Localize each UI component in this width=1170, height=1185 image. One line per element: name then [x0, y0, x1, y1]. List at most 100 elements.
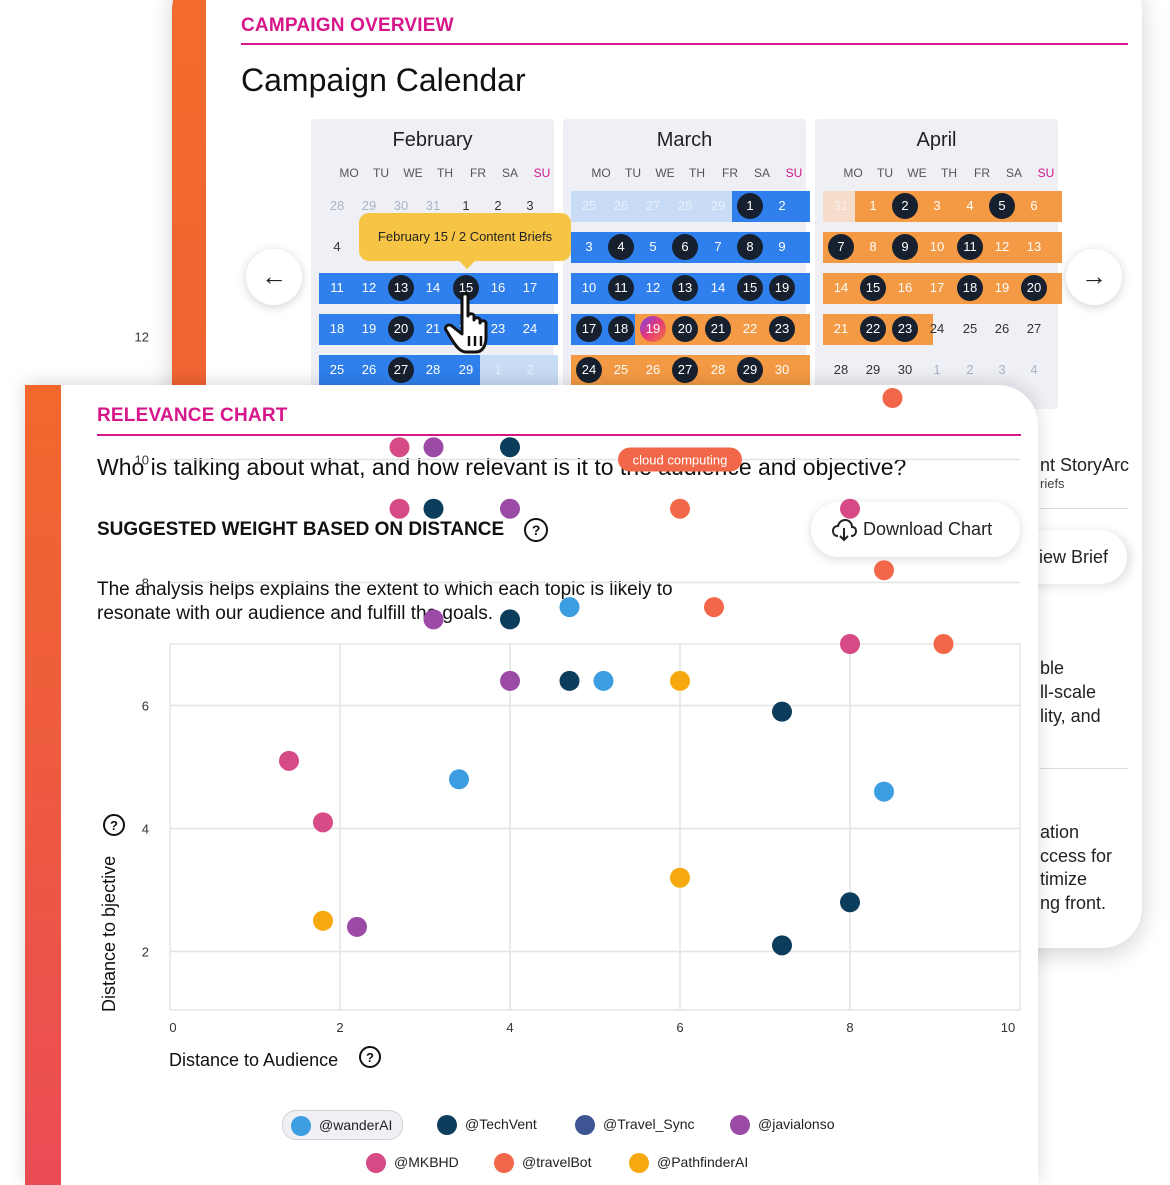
calendar-day[interactable]: 26: [645, 362, 661, 377]
calendar-day[interactable]: 28: [710, 362, 726, 377]
calendar-day[interactable]: 14: [425, 280, 441, 295]
calendar-day[interactable]: 9: [892, 234, 918, 260]
calendar-day[interactable]: 28: [833, 362, 849, 377]
calendar-day[interactable]: 31: [833, 198, 849, 213]
calendar-day[interactable]: 11: [957, 234, 983, 260]
calendar-day[interactable]: 9: [778, 239, 786, 254]
calendar-day[interactable]: 27: [388, 357, 414, 383]
calendar-day[interactable]: 21: [705, 316, 731, 342]
calendar-day[interactable]: 15: [737, 275, 763, 301]
calendar-day[interactable]: 25: [613, 362, 629, 377]
calendar-day[interactable]: 30: [774, 362, 790, 377]
calendar-day[interactable]: 11: [330, 280, 344, 295]
calendar-day[interactable]: 26: [361, 362, 377, 377]
calendar-day[interactable]: 1: [494, 362, 502, 377]
calendar-day[interactable]: 15: [453, 275, 479, 301]
calendar-day[interactable]: 17: [929, 280, 945, 295]
calendar-day[interactable]: 20: [672, 316, 698, 342]
calendar-day[interactable]: 5: [989, 193, 1015, 219]
calendar-day[interactable]: 14: [833, 280, 849, 295]
calendar-day[interactable]: 1: [462, 198, 470, 213]
calendar-day[interactable]: 23: [769, 316, 795, 342]
calendar-day[interactable]: 7: [714, 239, 722, 254]
calendar-day[interactable]: 3: [933, 198, 941, 213]
calendar-day[interactable]: 29: [458, 362, 474, 377]
calendar-day[interactable]: 3: [585, 239, 593, 254]
calendar-day[interactable]: 24: [576, 357, 602, 383]
calendar-day[interactable]: 27: [645, 198, 661, 213]
calendar-day[interactable]: 1: [737, 193, 763, 219]
calendar-day[interactable]: 10: [581, 280, 597, 295]
calendar-day[interactable]: 17: [576, 316, 602, 342]
calendar-day[interactable]: 18: [957, 275, 983, 301]
calendar-day[interactable]: 28: [329, 198, 345, 213]
calendar-day[interactable]: 14: [710, 280, 726, 295]
calendar-day[interactable]: 29: [361, 198, 377, 213]
calendar-day[interactable]: 31: [425, 198, 441, 213]
next-month-button[interactable]: →: [1066, 249, 1122, 305]
calendar-day[interactable]: 18: [608, 316, 634, 342]
calendar-day[interactable]: 2: [494, 198, 502, 213]
calendar-day[interactable]: 3: [526, 198, 534, 213]
calendar-day[interactable]: 6: [672, 234, 698, 260]
calendar-day[interactable]: 27: [672, 357, 698, 383]
calendar-day[interactable]: 21: [425, 321, 441, 336]
legend-item-travelbot[interactable]: @travelBot: [494, 1148, 591, 1176]
legend-item-travel_sync[interactable]: @Travel_Sync: [575, 1110, 695, 1138]
calendar-day[interactable]: 28: [677, 198, 693, 213]
calendar-day[interactable]: 19: [994, 280, 1010, 295]
legend-item-pathfinderai[interactable]: @PathfinderAI: [629, 1148, 748, 1176]
calendar-day[interactable]: 4: [333, 239, 341, 254]
prev-month-button[interactable]: ←: [246, 249, 302, 305]
calendar-day[interactable]: 30: [897, 362, 913, 377]
calendar-day[interactable]: 13: [388, 275, 414, 301]
calendar-day[interactable]: 6: [1030, 198, 1038, 213]
calendar-day[interactable]: 1: [869, 198, 877, 213]
legend-item-mkbhd[interactable]: @MKBHD: [366, 1148, 459, 1176]
calendar-day[interactable]: 11: [608, 275, 634, 301]
calendar-day[interactable]: 15: [860, 275, 886, 301]
calendar-day[interactable]: 20: [388, 316, 414, 342]
calendar-day[interactable]: 5: [649, 239, 657, 254]
calendar-day[interactable]: 19: [361, 321, 377, 336]
view-brief-button[interactable]: iew Brief: [1025, 530, 1127, 584]
calendar-day[interactable]: 4: [1030, 362, 1038, 377]
calendar-day[interactable]: 13: [1026, 239, 1042, 254]
calendar-day[interactable]: 4: [608, 234, 634, 260]
calendar-day[interactable]: 8: [737, 234, 763, 260]
calendar-day[interactable]: 7: [828, 234, 854, 260]
calendar-day[interactable]: 27: [1026, 321, 1042, 336]
calendar-day[interactable]: 12: [994, 239, 1010, 254]
calendar-day[interactable]: 29: [710, 198, 726, 213]
calendar-day[interactable]: 4: [966, 198, 974, 213]
calendar-day[interactable]: 3: [998, 362, 1006, 377]
calendar-day[interactable]: 2: [526, 362, 534, 377]
calendar-day[interactable]: 1: [933, 362, 941, 377]
legend-item-wanderai[interactable]: @wanderAI: [282, 1110, 404, 1140]
calendar-day[interactable]: 17: [522, 280, 538, 295]
calendar-day[interactable]: 30: [393, 198, 409, 213]
calendar-day[interactable]: 26: [613, 198, 629, 213]
calendar-day[interactable]: 25: [581, 198, 597, 213]
calendar-day[interactable]: 24: [929, 321, 945, 336]
help-icon[interactable]: ?: [524, 518, 549, 542]
legend-item-techvent[interactable]: @TechVent: [437, 1110, 537, 1138]
calendar-day[interactable]: 21: [833, 321, 849, 336]
calendar-day[interactable]: 16: [490, 280, 506, 295]
calendar-day[interactable]: 16: [897, 280, 913, 295]
calendar-day[interactable]: 18: [329, 321, 345, 336]
calendar-day[interactable]: 25: [329, 362, 345, 377]
calendar-day[interactable]: 2: [892, 193, 918, 219]
calendar-day[interactable]: 29: [865, 362, 881, 377]
calendar-day[interactable]: 13: [672, 275, 698, 301]
calendar-day[interactable]: 25: [962, 321, 978, 336]
calendar-day[interactable]: 2: [778, 198, 786, 213]
calendar-day[interactable]: 28: [425, 362, 441, 377]
calendar-day[interactable]: 22: [742, 321, 758, 336]
calendar-day[interactable]: 23: [490, 321, 506, 336]
calendar-day[interactable]: 12: [645, 280, 661, 295]
calendar-day[interactable]: 19: [640, 316, 666, 342]
calendar-day[interactable]: 24: [522, 321, 538, 336]
calendar-day[interactable]: 20: [1021, 275, 1047, 301]
legend-item-javialonso[interactable]: @javialonso: [730, 1110, 834, 1138]
